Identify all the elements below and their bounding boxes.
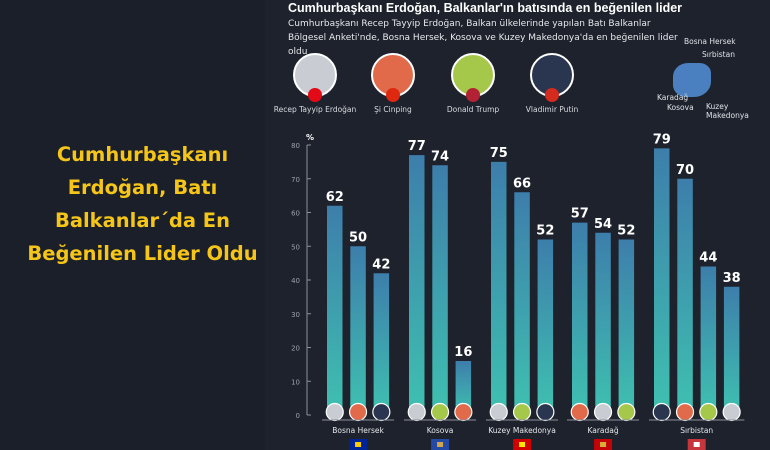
- y-tick-label: 80: [291, 142, 300, 150]
- country-flag-detail: [519, 442, 526, 447]
- leader-avatar-icon: [489, 402, 508, 422]
- y-axis-label: %: [306, 133, 314, 142]
- y-tick-label: 70: [291, 176, 300, 184]
- bar: [537, 239, 554, 415]
- leader-avatar-icon: [348, 402, 368, 422]
- flag-icon: [386, 88, 400, 102]
- data-label: 75: [490, 146, 508, 161]
- bar: [595, 232, 611, 415]
- data-label: 79: [653, 132, 671, 147]
- map-label: Sırbistan: [702, 50, 735, 59]
- bar: [432, 165, 448, 415]
- y-tick-label: 10: [291, 378, 300, 386]
- data-label: 42: [372, 257, 390, 272]
- bar: [373, 273, 390, 415]
- leader-avatar-icon: [675, 402, 695, 422]
- data-label: 44: [699, 251, 717, 266]
- map-label: Kosova: [667, 103, 694, 112]
- data-label: 57: [571, 207, 589, 222]
- map-label: Bosna Hersek: [684, 37, 736, 46]
- leader-avatar-icon: [652, 402, 671, 422]
- avatar: [451, 53, 495, 102]
- bar: [350, 246, 366, 415]
- data-label: 38: [723, 271, 741, 286]
- chart-subtitle: Cumhurbaşkanı Recep Tayyip Erdoğan, Balk…: [288, 19, 678, 57]
- headline: Cumhurbaşkanı Erdoğan, Batı Balkanlar´da…: [27, 143, 258, 265]
- map-label: Karadağ: [657, 93, 689, 102]
- leader-avatar-icon: [593, 402, 613, 422]
- y-tick-label: 60: [291, 210, 300, 218]
- data-label: 50: [349, 230, 367, 245]
- category-label: Bosna Hersek: [332, 426, 384, 435]
- bar: [677, 178, 693, 415]
- bar: [572, 222, 588, 415]
- country-flag-detail: [437, 442, 444, 447]
- bar: [514, 192, 530, 415]
- bar: [723, 286, 740, 415]
- flag-icon: [466, 88, 480, 102]
- bar: [409, 155, 425, 415]
- leader-avatar-icon: [372, 402, 391, 422]
- leader-putin: Vladimir Putin: [507, 53, 597, 115]
- data-label: 62: [326, 190, 344, 205]
- bar: [700, 266, 717, 415]
- left-panel: Cumhurbaşkanı Erdoğan, Batı Balkanlar´da…: [0, 0, 265, 450]
- category-label: Kosova: [427, 426, 454, 435]
- data-label: 52: [536, 224, 554, 239]
- bar: [327, 205, 343, 415]
- data-label: 77: [408, 139, 426, 154]
- leader-avatar-icon: [536, 402, 555, 422]
- data-label: 66: [513, 176, 531, 191]
- y-tick-label: 50: [291, 243, 300, 251]
- leader-avatar-icon: [430, 402, 450, 422]
- country-flag-detail: [600, 442, 607, 447]
- leader-avatar-icon: [454, 402, 473, 422]
- data-label: 52: [617, 224, 635, 239]
- leader-xi: Şi Cinping: [348, 53, 438, 115]
- y-tick-label: 30: [291, 311, 300, 319]
- country-flag-detail: [355, 442, 362, 447]
- bar: [618, 239, 635, 415]
- leader-erdogan: Recep Tayyip Erdoğan: [270, 53, 360, 115]
- leader-avatar-icon: [699, 402, 718, 422]
- leader-name: Şi Cinping: [374, 105, 412, 114]
- data-label: 70: [676, 163, 694, 178]
- balkan-map: [673, 63, 711, 97]
- avatar: [293, 53, 337, 102]
- y-tick-label: 20: [291, 345, 300, 353]
- country-flag-detail: [693, 442, 700, 447]
- leader-avatar-icon: [617, 402, 636, 422]
- category-label: Karadağ: [587, 426, 618, 435]
- flag-icon: [308, 88, 322, 102]
- leader-name: Recep Tayyip Erdoğan: [273, 105, 357, 114]
- chart-title: Cumhurbaşkanı Erdoğan, Balkanlar'ın batı…: [288, 1, 683, 15]
- bar: [491, 161, 507, 415]
- category-label: Sırbistan: [680, 426, 713, 435]
- flag-icon: [545, 88, 559, 102]
- leader-avatar-icon: [722, 402, 741, 422]
- leader-avatar-icon: [570, 402, 589, 422]
- avatar: [371, 53, 415, 102]
- leader-avatar-icon: [407, 402, 426, 422]
- y-tick-label: 0: [296, 412, 300, 420]
- map-label: Kuzey Makedonya: [706, 102, 749, 120]
- bar: [455, 361, 472, 415]
- leader-avatar-icon: [512, 402, 532, 422]
- y-tick-label: 40: [291, 277, 300, 285]
- data-label: 16: [454, 345, 472, 360]
- leader-name: Vladimir Putin: [525, 105, 579, 114]
- avatar: [530, 53, 574, 102]
- data-label: 74: [431, 149, 449, 164]
- category-label: Kuzey Makedonya: [488, 426, 556, 435]
- data-label: 54: [594, 217, 612, 232]
- leader-trump: Donald Trump: [428, 53, 518, 115]
- leader-avatar-icon: [325, 402, 344, 422]
- bar: [654, 148, 670, 415]
- leader-name: Donald Trump: [446, 105, 500, 114]
